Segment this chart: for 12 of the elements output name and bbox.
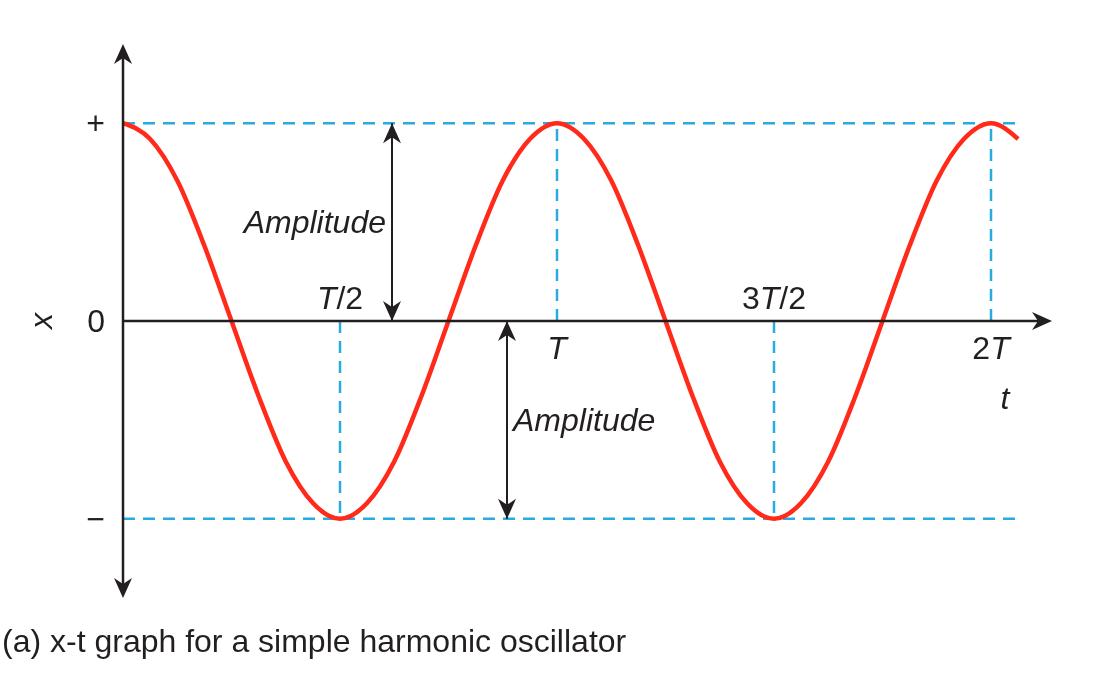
text: (a) x-t graph for a simple harmonic oscillator: [2, 623, 627, 659]
x-tick-label: T/2: [316, 280, 364, 316]
annotation: Amplitude: [241, 204, 386, 241]
x-tick-label: 2T: [972, 330, 1013, 366]
x-tick-label: T: [547, 330, 570, 366]
x-axis-title: t: [1000, 380, 1011, 416]
text: +: [86, 105, 105, 142]
text: 0: [87, 303, 105, 340]
text: −: [86, 501, 105, 538]
annotation: Amplitude: [511, 402, 656, 439]
y-axis-title: x: [23, 312, 60, 331]
x-tick-label: 3T/2: [741, 280, 807, 316]
